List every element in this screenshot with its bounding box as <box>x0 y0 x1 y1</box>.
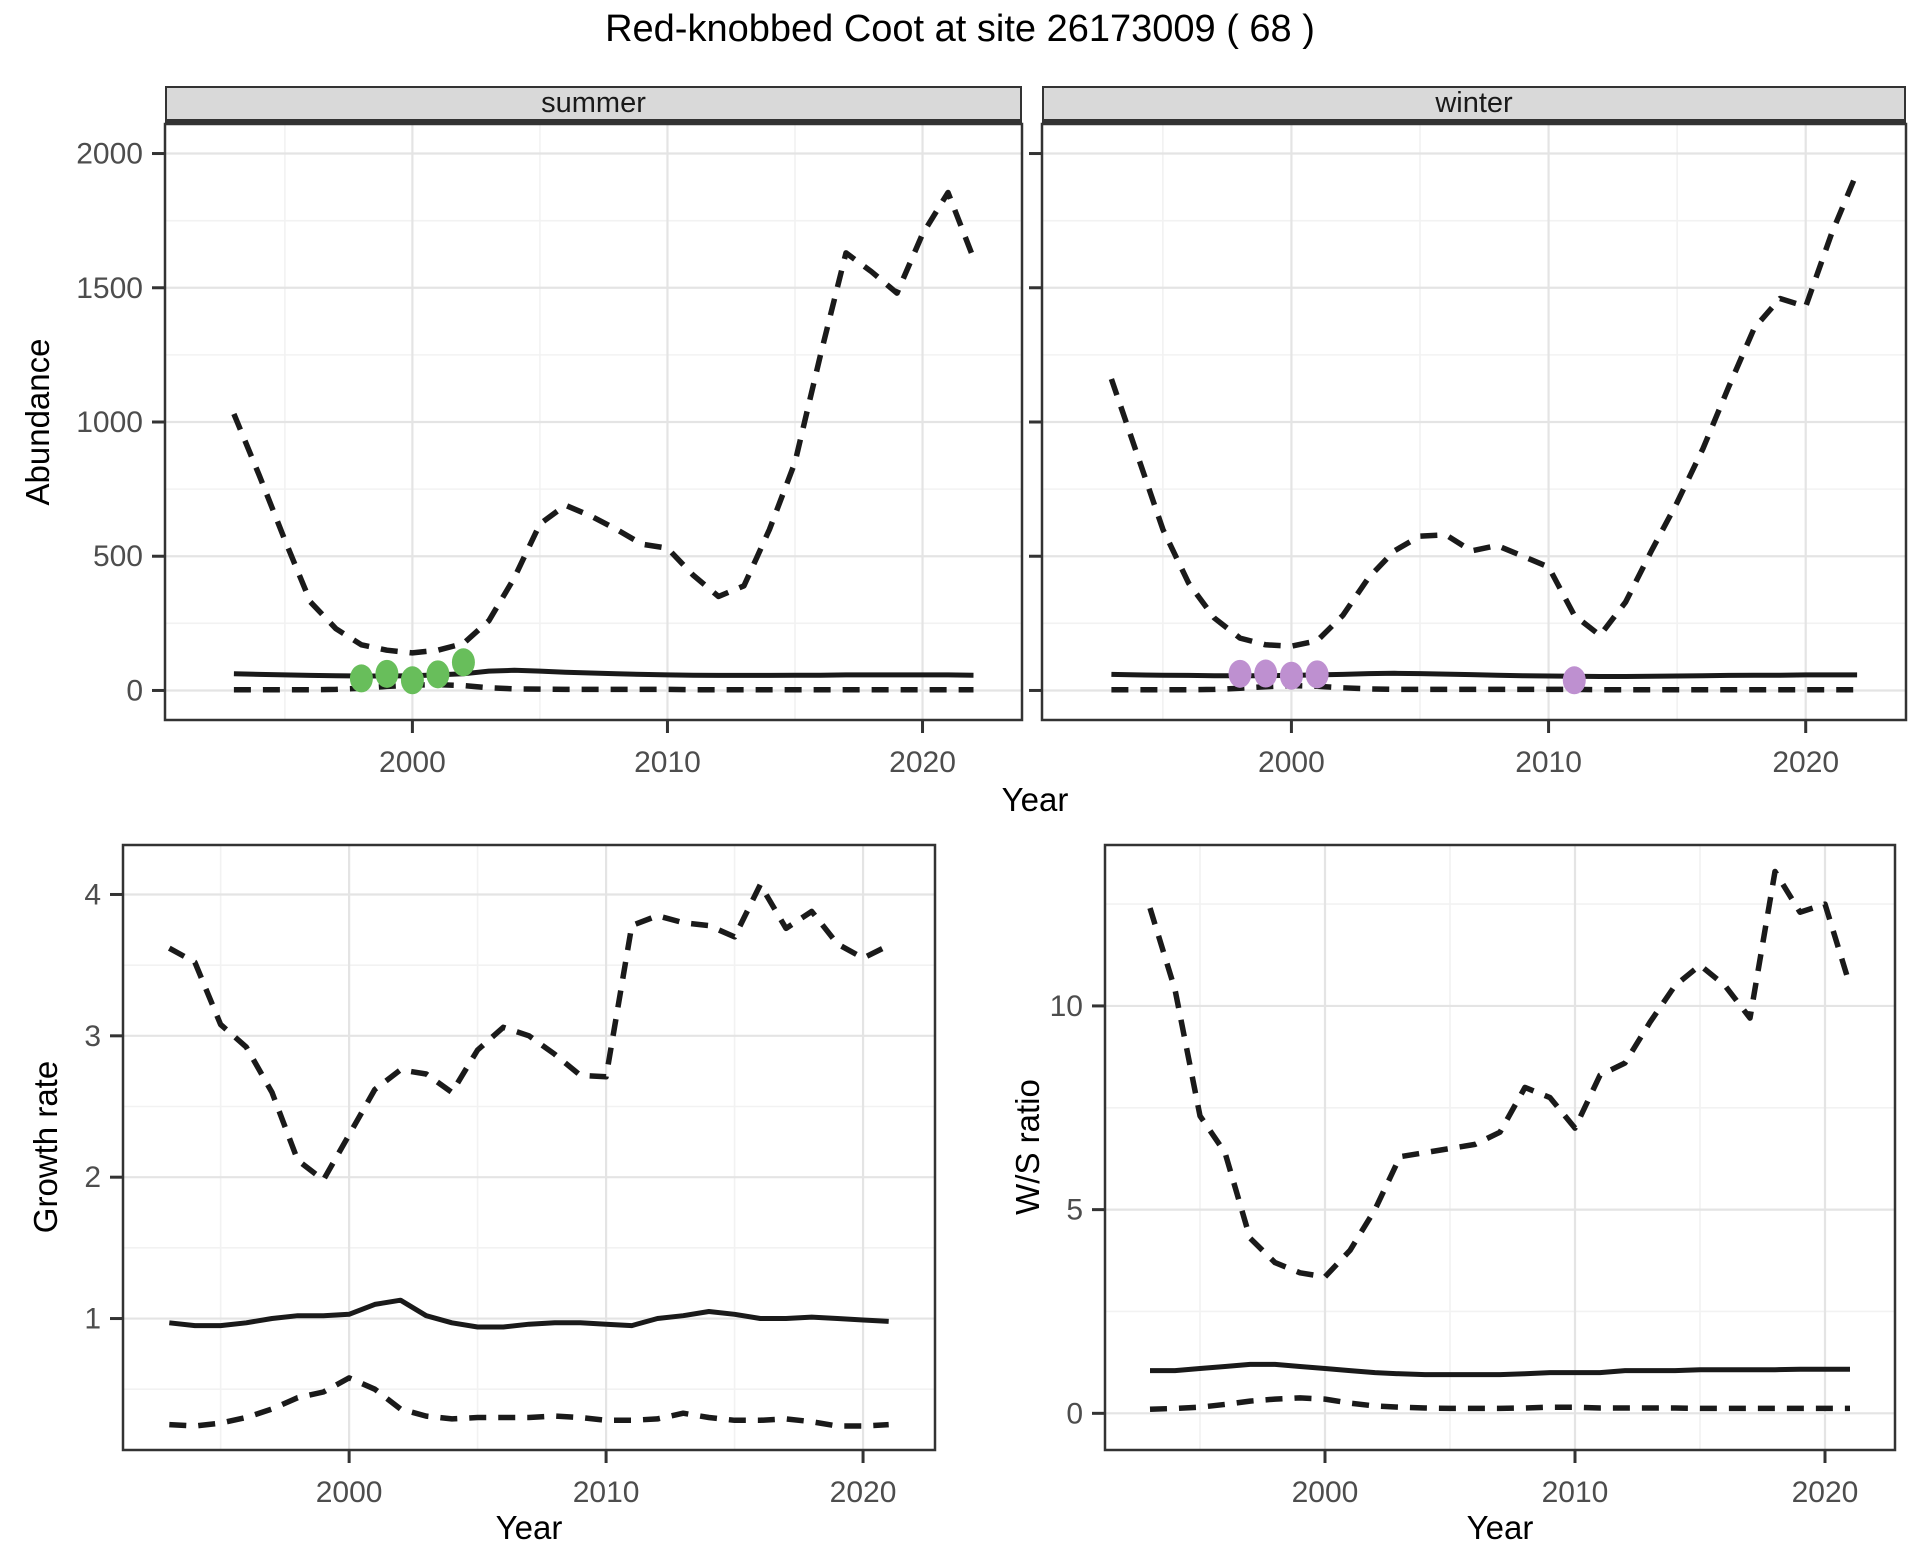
observed-point <box>1254 659 1278 688</box>
y-tick-label: 1 <box>84 1303 101 1336</box>
top-year-axis-label: Year <box>1001 781 1069 818</box>
observed-point <box>1228 659 1252 688</box>
y-tick-label: 5 <box>1066 1194 1083 1227</box>
y-tick-label: 500 <box>93 540 143 573</box>
observed-point <box>1305 660 1329 689</box>
series-lower-95ci <box>169 1375 889 1429</box>
series-median <box>169 1297 889 1330</box>
y-tick-label: 0 <box>1066 1397 1083 1430</box>
facet-strip-summer: summer <box>165 86 1022 124</box>
facet-strip-winter: winter <box>1042 86 1906 124</box>
x-tick-label: 2010 <box>634 746 701 779</box>
y-tick-label: 4 <box>84 878 101 911</box>
x-tick-label: 2020 <box>1792 1476 1859 1509</box>
series-upper-95ci <box>1108 171 1860 649</box>
x-tick-label: 2010 <box>573 1476 640 1509</box>
series-upper-95ci <box>231 189 977 656</box>
growth-year-axis-label: Year <box>495 1509 563 1546</box>
ws-year-axis-label: Year <box>1466 1509 1534 1546</box>
x-tick-label: 2020 <box>889 746 956 779</box>
observed-point <box>1279 661 1303 690</box>
y-tick-label: 3 <box>84 1020 101 1053</box>
y-tick-label: 2000 <box>76 138 143 171</box>
series-lower-95ci <box>1149 1395 1850 1413</box>
x-tick-label: 2000 <box>379 746 446 779</box>
x-tick-label: 2010 <box>1515 746 1582 779</box>
observed-counts-winter <box>1228 659 1586 695</box>
observed-counts-summer <box>349 648 475 695</box>
observed-point <box>1562 666 1586 695</box>
chart-title: Red-knobbed Coot at site 26173009 ( 68 ) <box>605 8 1315 50</box>
x-tick-label: 2020 <box>1772 746 1839 779</box>
panel-ws-ratio: 2000 2010 2020 0 5 10 <box>1050 843 1897 1509</box>
panel-border <box>121 843 937 1452</box>
observed-point <box>375 659 399 688</box>
y-tick-label: 1500 <box>76 272 143 305</box>
x-tick-label: 2000 <box>1292 1476 1359 1509</box>
series-lower-95ci <box>1111 682 1858 693</box>
y-tick-label: 2 <box>84 1161 101 1194</box>
panel-abundance-winter: 2000 2010 2020 <box>1029 122 1908 779</box>
x-tick-label: 2010 <box>1542 1476 1609 1509</box>
series-upper-95ci <box>167 881 890 1183</box>
y-tick-label: 1000 <box>76 406 143 439</box>
y-tick-label: 10 <box>1050 990 1083 1023</box>
observed-point <box>451 648 475 677</box>
series-upper-95ci <box>1147 868 1853 1280</box>
series-median <box>1150 1361 1850 1378</box>
panel-growth-rate: 2000 2010 2020 1 2 3 4 <box>84 843 937 1509</box>
x-tick-label: 2020 <box>830 1476 897 1509</box>
panel-border <box>1103 843 1897 1452</box>
y-tick-label: 0 <box>126 674 143 707</box>
facet-strip-summer-label: summer <box>541 87 646 119</box>
observed-point <box>426 660 450 689</box>
observed-point <box>400 666 424 695</box>
x-tick-label: 2000 <box>1258 746 1325 779</box>
x-tick-label: 2000 <box>316 1476 383 1509</box>
facet-strip-winter-label: winter <box>1435 87 1513 119</box>
observed-point <box>349 664 373 693</box>
panel-abundance-summer: 2000 2010 2020 0 500 1000 1500 2000 <box>76 122 1024 779</box>
series-median <box>1111 670 1858 679</box>
